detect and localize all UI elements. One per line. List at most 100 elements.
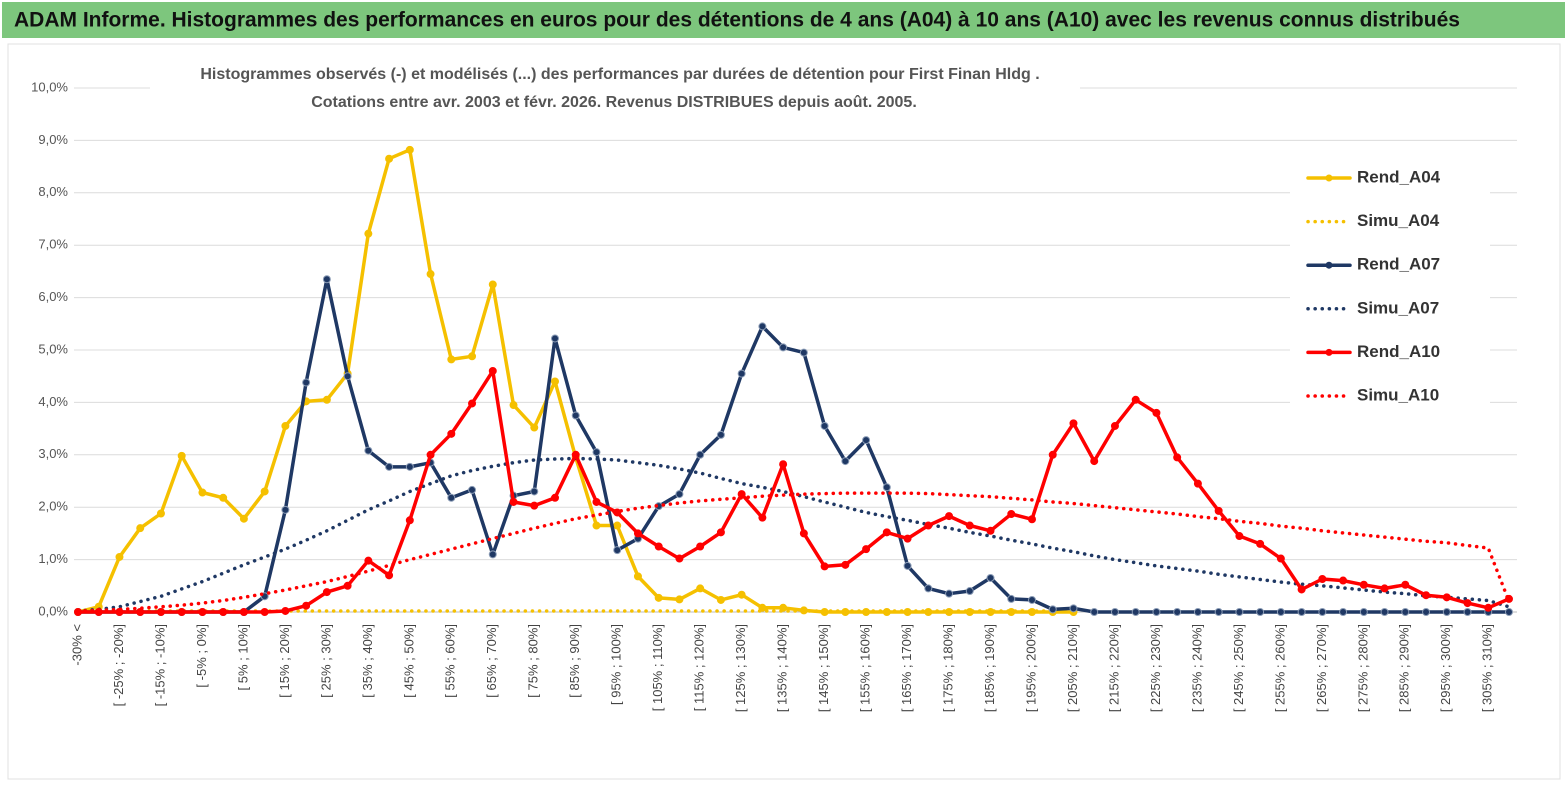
data-point — [343, 581, 352, 590]
x-tick-label: [ 185% ; 190%] — [982, 624, 997, 712]
data-point — [903, 534, 912, 543]
data-point — [405, 516, 414, 525]
data-point — [841, 560, 850, 569]
x-tick-label: [ 305% ; 310%] — [1480, 624, 1495, 712]
data-point — [613, 546, 622, 555]
data-point — [675, 490, 684, 499]
data-point — [571, 450, 580, 459]
x-tick-label: [ 5% ; 10%] — [235, 624, 250, 690]
data-point — [779, 343, 788, 352]
data-point — [1463, 599, 1472, 608]
data-point — [1235, 608, 1244, 616]
data-point — [364, 446, 373, 455]
data-point — [405, 462, 414, 471]
data-point — [468, 485, 477, 494]
data-point — [447, 355, 456, 364]
data-point — [551, 377, 559, 386]
data-point — [136, 524, 145, 533]
data-point — [530, 487, 539, 496]
series-line — [76, 491, 1511, 613]
x-tick-label: [ 75% ; 80%] — [526, 624, 541, 698]
y-tick-label: 6,0% — [38, 289, 68, 304]
data-point — [945, 589, 954, 598]
data-point — [758, 322, 767, 331]
data-point — [177, 608, 186, 616]
data-point — [281, 421, 290, 430]
data-point — [841, 457, 850, 466]
legend-label: Simu_A04 — [1357, 211, 1440, 230]
y-tick-label: 9,0% — [38, 132, 68, 147]
x-tick-label: [ 255% ; 260%] — [1272, 624, 1287, 712]
data-point — [343, 372, 352, 381]
data-point — [385, 154, 394, 163]
data-point — [571, 411, 580, 420]
data-point — [758, 513, 767, 522]
data-point — [1297, 585, 1306, 594]
x-tick-label: [ 145% ; 150%] — [816, 624, 831, 712]
data-point — [281, 505, 290, 514]
data-point — [239, 608, 248, 616]
data-point — [1359, 608, 1368, 616]
data-point — [1048, 450, 1057, 459]
data-point — [1276, 554, 1285, 563]
data-point — [1422, 591, 1431, 600]
legend-label: Simu_A07 — [1357, 298, 1439, 317]
data-point — [426, 270, 435, 279]
data-point — [716, 430, 725, 439]
data-point — [1463, 608, 1472, 616]
data-point — [1110, 608, 1119, 616]
legend-marker — [1325, 174, 1333, 182]
data-point — [447, 493, 456, 502]
data-point — [633, 529, 642, 538]
data-point — [322, 588, 331, 597]
data-point — [426, 450, 435, 459]
data-point — [1380, 608, 1389, 616]
data-point — [468, 352, 477, 361]
legend-marker — [1325, 348, 1333, 356]
x-tick-label: [ 115% ; 120%] — [692, 624, 707, 711]
x-tick-label: [ 205% ; 210%] — [1065, 624, 1080, 712]
x-tick-label: [ 265% ; 270%] — [1314, 624, 1329, 712]
chart-border — [7, 43, 1561, 780]
data-point — [882, 483, 891, 492]
y-tick-label: 4,0% — [38, 394, 68, 409]
legend-label: Rend_A10 — [1357, 342, 1440, 361]
data-point — [509, 497, 518, 506]
data-point — [1484, 603, 1493, 612]
y-tick-label: 0,0% — [38, 603, 68, 618]
chart-subtitle: Cotations entre avr. 2003 et févr. 2026.… — [311, 94, 917, 111]
x-tick-label: [ 245% ; 250%] — [1231, 624, 1246, 712]
data-point — [654, 542, 663, 551]
data-point — [820, 421, 829, 430]
y-tick-label: 8,0% — [38, 184, 68, 199]
data-point — [1442, 593, 1451, 602]
x-tick-label: [ 35% ; 40%] — [360, 624, 375, 698]
x-tick-label: [ 85% ; 90%] — [567, 624, 582, 698]
x-tick-label: [ -15% ; -10%] — [152, 624, 167, 706]
y-tick-label: 10,0% — [31, 79, 68, 94]
data-point — [530, 423, 539, 432]
data-point — [405, 145, 414, 154]
data-point — [302, 601, 311, 610]
y-tick-label: 2,0% — [38, 499, 68, 514]
data-point — [219, 493, 228, 502]
legend: Rend_A04 Simu_A04 Rend_A07 Simu_A07 Rend_A10… — [1306, 167, 1441, 404]
data-point — [779, 460, 788, 469]
legend-marker — [1325, 261, 1333, 269]
data-point — [1256, 608, 1265, 616]
data-point — [799, 348, 808, 357]
data-point — [675, 595, 684, 604]
data-point — [716, 595, 725, 604]
header-bar — [2, 2, 1565, 38]
data-point — [1007, 594, 1016, 603]
data-point — [198, 608, 207, 616]
data-point — [1276, 608, 1285, 616]
data-point — [592, 448, 601, 457]
legend-label: Rend_A07 — [1357, 255, 1440, 274]
data-point — [551, 493, 559, 502]
data-point — [385, 571, 394, 580]
data-point — [592, 521, 601, 530]
data-point — [924, 584, 933, 593]
chart-title: Histogrammes observés (-) et modélisés (… — [200, 66, 1039, 83]
